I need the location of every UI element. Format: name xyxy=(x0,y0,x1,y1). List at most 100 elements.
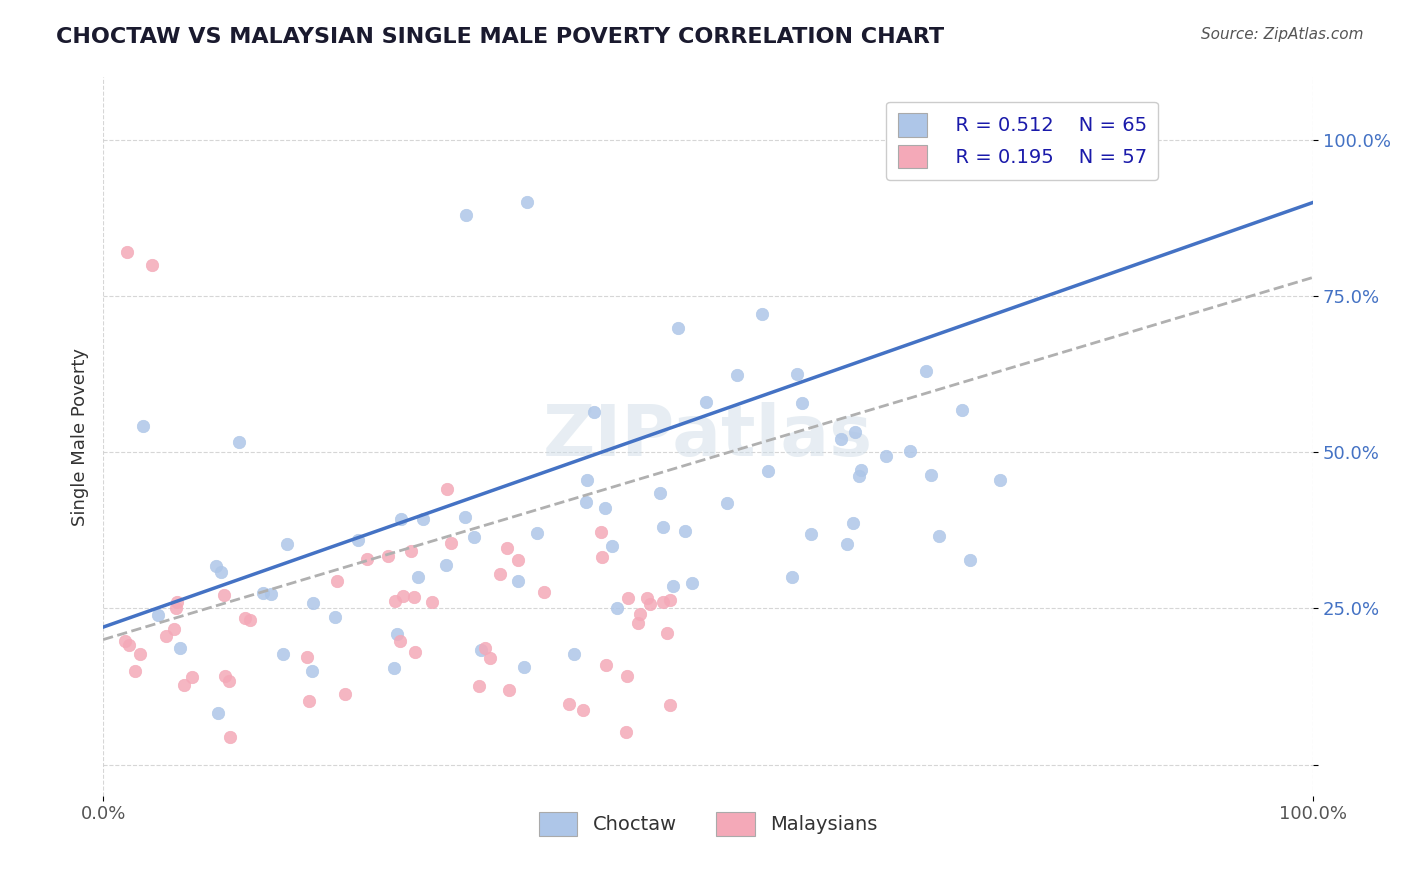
Point xyxy=(463,530,485,544)
Point xyxy=(950,402,973,417)
Point xyxy=(628,607,651,622)
Point xyxy=(780,570,803,584)
Point xyxy=(655,626,678,640)
Point xyxy=(387,626,409,640)
Point xyxy=(214,668,236,682)
Point xyxy=(468,679,491,693)
Point xyxy=(498,683,520,698)
Point xyxy=(173,678,195,692)
Point xyxy=(166,595,188,609)
Point xyxy=(276,537,298,551)
Point xyxy=(842,516,865,530)
Point xyxy=(436,482,458,496)
Point xyxy=(297,694,319,708)
Point xyxy=(595,657,617,672)
Point xyxy=(382,661,405,675)
Point xyxy=(389,634,412,648)
Point xyxy=(169,640,191,655)
Point xyxy=(128,647,150,661)
Point xyxy=(716,496,738,510)
Point xyxy=(591,549,613,564)
Point xyxy=(617,591,640,605)
Point xyxy=(212,588,235,602)
Point xyxy=(391,512,413,526)
Point xyxy=(506,574,529,588)
Point xyxy=(384,594,406,608)
Point xyxy=(165,600,187,615)
Text: ZIPatlas: ZIPatlas xyxy=(543,402,873,471)
Point xyxy=(848,469,870,483)
Point xyxy=(658,698,681,712)
Point xyxy=(117,245,139,260)
Point xyxy=(844,425,866,440)
Point xyxy=(898,443,921,458)
Point xyxy=(666,321,689,335)
Point xyxy=(988,473,1011,487)
Point xyxy=(180,670,202,684)
Point xyxy=(575,495,598,509)
Point xyxy=(406,570,429,584)
Point xyxy=(652,519,675,533)
Point xyxy=(412,512,434,526)
Point xyxy=(439,536,461,550)
Point xyxy=(614,725,637,739)
Point xyxy=(662,579,685,593)
Point xyxy=(228,435,250,450)
Point xyxy=(673,524,696,539)
Point xyxy=(141,258,163,272)
Point xyxy=(356,552,378,566)
Point xyxy=(627,615,650,630)
Point xyxy=(489,566,512,581)
Point xyxy=(516,195,538,210)
Point xyxy=(495,541,517,555)
Point xyxy=(456,208,478,222)
Point xyxy=(533,585,555,599)
Point xyxy=(513,660,536,674)
Point xyxy=(401,544,423,558)
Point xyxy=(790,395,813,409)
Point xyxy=(218,674,240,689)
Point xyxy=(470,643,492,657)
Point xyxy=(205,559,228,574)
Point xyxy=(146,607,169,622)
Point xyxy=(297,650,319,665)
Point xyxy=(402,590,425,604)
Point xyxy=(837,537,859,551)
Point xyxy=(756,465,779,479)
Point xyxy=(301,665,323,679)
Point xyxy=(875,449,897,463)
Point xyxy=(163,622,186,636)
Point xyxy=(118,639,141,653)
Point xyxy=(260,586,283,600)
Point xyxy=(572,703,595,717)
Point xyxy=(959,553,981,567)
Point xyxy=(800,527,823,541)
Point xyxy=(454,510,477,524)
Point xyxy=(404,645,426,659)
Point xyxy=(593,500,616,515)
Point xyxy=(124,664,146,678)
Point xyxy=(347,533,370,547)
Point xyxy=(640,597,662,611)
Point xyxy=(474,640,496,655)
Point xyxy=(239,613,262,627)
Point xyxy=(830,432,852,446)
Point xyxy=(323,610,346,624)
Point xyxy=(252,585,274,599)
Text: Source: ZipAtlas.com: Source: ZipAtlas.com xyxy=(1201,27,1364,42)
Point xyxy=(681,576,703,591)
Point xyxy=(616,669,638,683)
Point xyxy=(589,525,612,540)
Point xyxy=(479,650,502,665)
Point xyxy=(695,395,717,409)
Text: CHOCTAW VS MALAYSIAN SINGLE MALE POVERTY CORRELATION CHART: CHOCTAW VS MALAYSIAN SINGLE MALE POVERTY… xyxy=(56,27,945,46)
Point xyxy=(562,647,585,661)
Point xyxy=(786,368,808,382)
Point xyxy=(928,529,950,543)
Point xyxy=(851,463,873,477)
Point xyxy=(132,418,155,433)
Point xyxy=(915,364,938,378)
Point xyxy=(434,558,457,572)
Point xyxy=(333,687,356,701)
Point xyxy=(582,405,605,419)
